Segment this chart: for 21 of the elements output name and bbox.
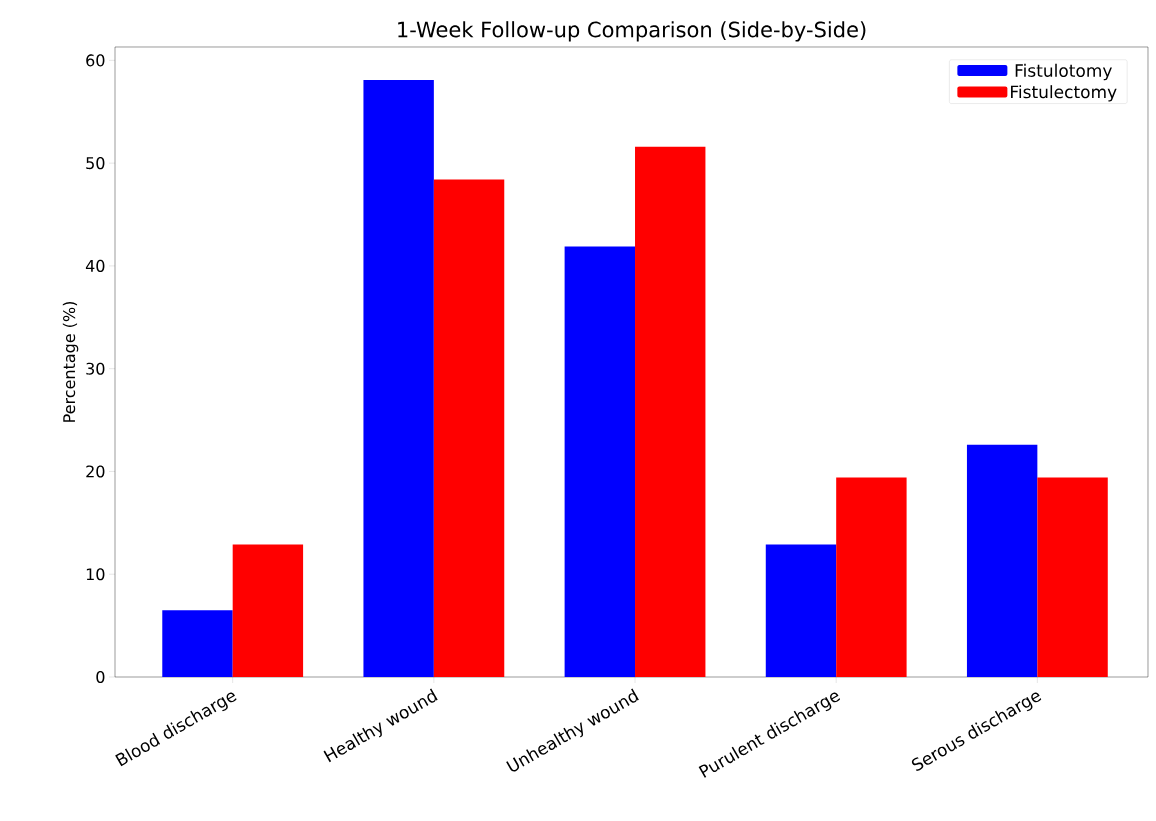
- y-tick-label: 0: [96, 670, 105, 684]
- bar: [363, 79, 434, 677]
- bar: [162, 610, 233, 677]
- bar: [836, 477, 907, 677]
- y-tick-label: 60: [86, 54, 105, 67]
- legend-label: Fistulectomy: [1011, 85, 1117, 102]
- bar: [232, 544, 304, 677]
- bar: [433, 179, 505, 677]
- y-axis-title: Percentage (%): [62, 301, 79, 422]
- bar: [635, 146, 706, 677]
- bar: [1037, 477, 1108, 677]
- chart-title: 1-Week Follow-up Comparison (Side-by-Side): [398, 21, 866, 42]
- legend-label: Fistulotomy: [1015, 63, 1112, 81]
- y-tick-label: 30: [86, 362, 105, 375]
- y-tick-label: 40: [85, 259, 105, 272]
- bar: [564, 246, 636, 677]
- y-tick-label: 50: [86, 157, 105, 170]
- y-tick-label: 20: [86, 465, 105, 478]
- bar: [966, 444, 1038, 677]
- y-tick-label: 10: [86, 568, 105, 581]
- bar: [765, 544, 837, 677]
